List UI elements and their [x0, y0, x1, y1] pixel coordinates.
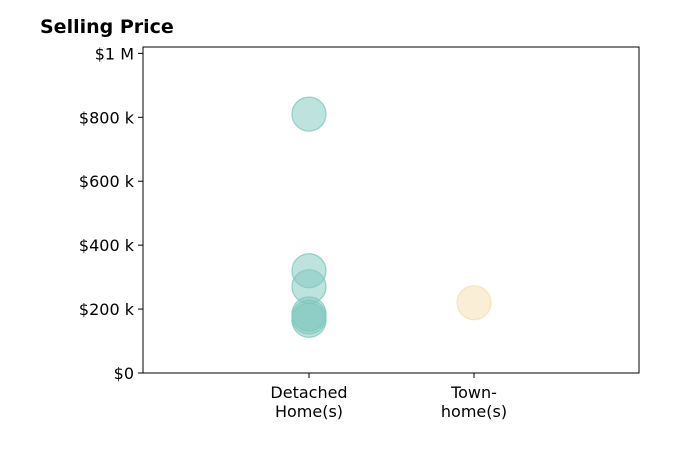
- y-tick-label: $800 k: [79, 108, 135, 127]
- y-tick-label: $200 k: [79, 300, 135, 319]
- y-tick-label: $400 k: [79, 236, 135, 255]
- data-point: [291, 302, 327, 338]
- data-point: [456, 285, 492, 321]
- y-tick-label: $600 k: [79, 172, 135, 191]
- y-tick-label: $1 M: [95, 44, 134, 63]
- plot-frame: [142, 46, 640, 374]
- x-tick-label: Detached Home(s): [270, 383, 347, 421]
- data-point: [291, 96, 327, 132]
- x-axis: Detached Home(s) Town-home(s): [270, 373, 507, 421]
- y-tick-label: $0: [114, 364, 134, 383]
- chart-title: Selling Price: [40, 16, 174, 38]
- y-axis: $0 $200 k $400 k $600 k $800 k $1 M: [79, 44, 143, 383]
- x-tick-label: Town-home(s): [441, 383, 507, 421]
- plot-marks: [291, 96, 492, 338]
